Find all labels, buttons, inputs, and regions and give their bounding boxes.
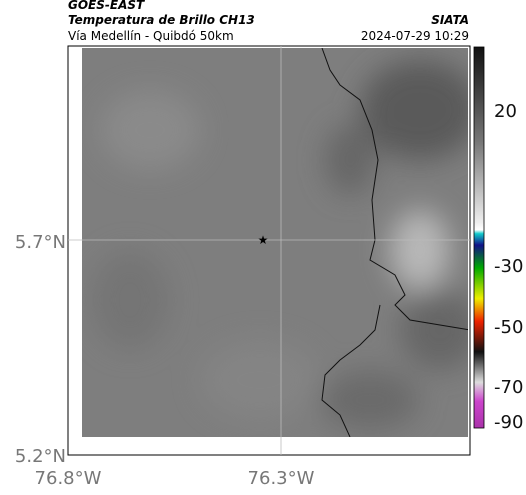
x-tick-label: 76.8°W (35, 468, 102, 489)
colorbar-ticks: 20 -30 -50 -70 -90 (494, 101, 523, 433)
colorbar (473, 46, 485, 429)
colorbar-tick-label: -70 (494, 377, 523, 398)
agency: GOES-EAST (68, 0, 145, 12)
y-tick-label: 5.2°N (15, 446, 66, 467)
y-tick-label: 5.7°N (15, 232, 66, 253)
location-marker: ★ (258, 233, 269, 247)
route: Vía Medellín - Quibdó 50km (68, 29, 234, 43)
colorbar-tick-label: -50 (494, 317, 523, 338)
colorbar-tick-label: 20 (494, 101, 517, 122)
source: SIATA (431, 13, 469, 27)
satellite-image (82, 48, 468, 437)
colorbar-tick-label: -30 (494, 256, 523, 277)
x-tick-label: 76.3°W (248, 468, 315, 489)
colorbar-tick-label: -90 (494, 412, 523, 433)
product: Temperatura de Brillo CH13 (68, 13, 255, 27)
timestamp: 2024-07-29 10:29 (361, 29, 469, 43)
